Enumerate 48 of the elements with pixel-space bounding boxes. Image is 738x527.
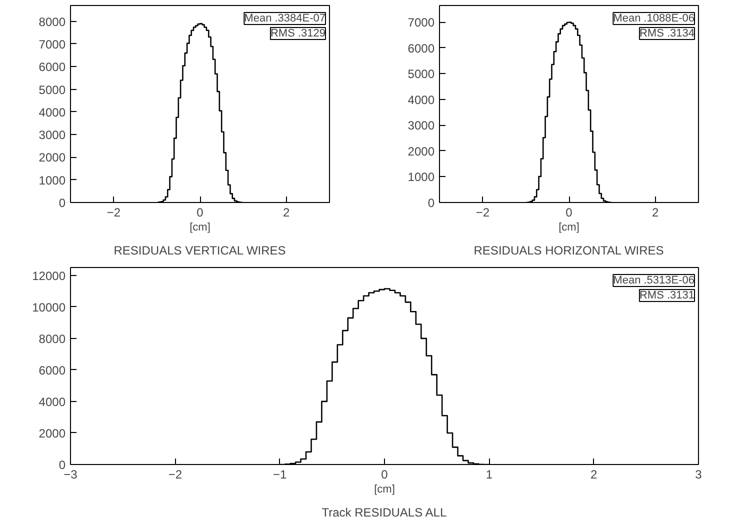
x-tick-label: 2 bbox=[590, 468, 598, 482]
y-tick-label: 0 bbox=[58, 458, 66, 472]
y-tick-label: 6000 bbox=[408, 41, 435, 56]
y-tick-label: 2000 bbox=[408, 144, 435, 158]
x-axis-title: [cm] bbox=[190, 222, 210, 234]
y-tick-label: 1000 bbox=[408, 170, 435, 184]
x-axis-title: [cm] bbox=[374, 484, 395, 496]
x-tick-label: −2 bbox=[476, 206, 490, 220]
annotation: RMS .3129 bbox=[270, 28, 326, 40]
y-tick-label: 8000 bbox=[38, 14, 66, 29]
y-tick-label: 3000 bbox=[38, 128, 66, 142]
y-tick-label: 7000 bbox=[38, 37, 66, 52]
y-tick-label: 4000 bbox=[38, 105, 66, 120]
y-tick-label: 3000 bbox=[408, 118, 435, 133]
annotation: RMS .3131 bbox=[639, 290, 695, 302]
text: RESIDUALS VERTICAL WIRES bbox=[114, 244, 286, 258]
x-tick-label: −2 bbox=[106, 206, 121, 220]
x-tick-label: 0 bbox=[566, 206, 573, 220]
y-tick-label: 0 bbox=[58, 196, 66, 210]
annotation: Mean .5313E-06 bbox=[613, 274, 695, 286]
x-tick-label: −2 bbox=[168, 468, 182, 482]
y-tick-label: 4000 bbox=[38, 394, 66, 409]
x-axis-title: [cm] bbox=[558, 222, 580, 234]
x-tick-label: −3 bbox=[64, 468, 78, 482]
text: Track RESIDUALS ALL bbox=[322, 506, 447, 520]
y-tick-label: 12000 bbox=[32, 268, 66, 283]
x-tick-label: −1 bbox=[272, 468, 287, 482]
y-tick-label: 2000 bbox=[38, 150, 66, 165]
y-tick-label: 1000 bbox=[38, 173, 66, 188]
y-tick-label: 10000 bbox=[32, 300, 66, 314]
y-tick-label: 7000 bbox=[408, 16, 435, 30]
y-tick-label: 0 bbox=[428, 196, 435, 210]
y-tick-label: 8000 bbox=[38, 332, 66, 346]
x-tick-label: 2 bbox=[652, 206, 659, 220]
y-tick-label: 6000 bbox=[38, 60, 66, 74]
y-tick-label: 6000 bbox=[38, 363, 66, 378]
annotation: Mean .3384E-07 bbox=[244, 12, 326, 24]
y-tick-label: 5000 bbox=[408, 67, 435, 82]
y-tick-label: 4000 bbox=[408, 92, 435, 107]
x-tick-label: 3 bbox=[695, 468, 702, 482]
annotation: Mean .1088E-06 bbox=[613, 12, 695, 24]
x-tick-label: 0 bbox=[381, 468, 388, 482]
y-tick-label: 5000 bbox=[38, 82, 66, 97]
x-tick-label: 1 bbox=[486, 468, 493, 482]
y-tick-label: 2000 bbox=[38, 426, 66, 440]
x-tick-label: 2 bbox=[282, 206, 290, 220]
text: RESIDUALS HORIZONTAL WIRES bbox=[474, 244, 664, 258]
x-tick-label: 0 bbox=[196, 206, 204, 220]
